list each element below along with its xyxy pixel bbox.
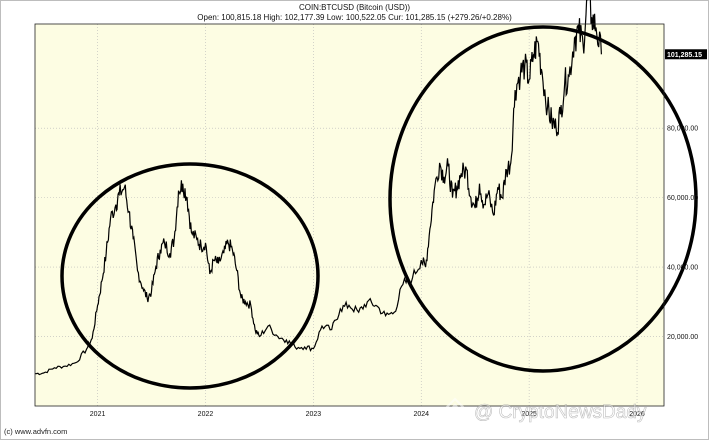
current-price-label: 101,285.15	[667, 52, 702, 59]
x-tick-label: 2024	[413, 411, 429, 418]
watermark-text: @ CryptoNewsDady	[474, 402, 647, 423]
annotation-circle-2024-cycle	[388, 25, 698, 373]
price-series-line	[34, 0, 602, 376]
footer-credit: (c) www.advfn.com	[4, 427, 68, 436]
axes: 20,000.00 40,000.00 60,000.00 80,000.00 2021…	[34, 23, 707, 418]
chart-title: COIN:BTCUSD (Bitcoin (USD))	[298, 3, 411, 12]
price-stats-line: Open: 100,815.18 High: 102,177.39 Low: 1…	[197, 13, 512, 22]
annotation-circle-2021-cycle	[60, 162, 320, 390]
y-tick-label: 40,000.00	[667, 265, 698, 272]
watermark: @ CryptoNewsDady	[442, 397, 647, 423]
grid-lines	[35, 24, 664, 406]
x-tick-label: 2021	[90, 411, 106, 418]
y-tick-label: 20,000.00	[667, 334, 698, 341]
current-price-badge	[665, 49, 707, 60]
x-tick-label: 2022	[198, 411, 214, 418]
y-tick-label: 80,000.00	[667, 126, 698, 133]
annotation-circles	[60, 25, 698, 390]
diamond-logo-icon	[442, 397, 468, 423]
x-tick-label: 2025	[521, 411, 537, 418]
x-tick-label: 2023	[306, 411, 322, 418]
plot-area	[35, 24, 664, 406]
x-tick-label: 2026	[629, 411, 645, 418]
plot-border	[34, 23, 665, 407]
y-tick-label: 60,000.00	[667, 195, 698, 202]
